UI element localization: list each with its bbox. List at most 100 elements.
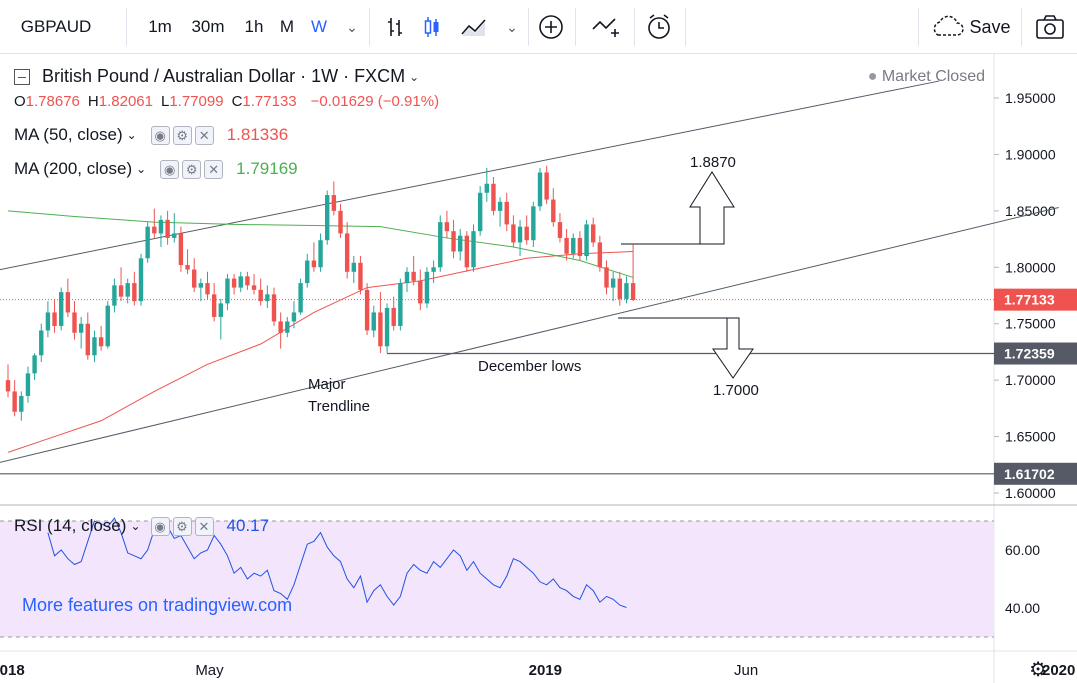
candle-body [591,224,596,243]
candle-body [464,235,470,268]
candle-body [338,210,343,234]
candle-body [584,224,589,256]
candle-body [358,262,363,290]
chevron-down-icon[interactable]: ⌄ [409,69,420,84]
close-icon[interactable]: ✕ [204,159,224,179]
gear-icon[interactable]: ⚙ [172,125,192,145]
camera-icon[interactable] [1030,0,1070,54]
collapse-icon[interactable] [14,68,30,85]
candle-body [185,265,190,270]
down-target-arrow [618,317,754,379]
cloud-icon[interactable] [926,0,968,54]
candle-body [125,283,130,297]
rsi-label: RSI (14, close) [14,516,127,535]
december-lows-label: December lows [478,358,581,375]
candle-body [198,283,204,288]
candle-body [271,294,277,322]
symbol-title: British Pound / Australian Dollar · 1W ·… [42,66,406,86]
chart-canvas[interactable]: 1.95000 1.90000 1.85000 1.80000 1.75000 1.700… [0,54,1077,683]
time-tick-label: 2020 [1042,662,1075,679]
interval-1m[interactable]: 1m [148,17,172,36]
gear-icon[interactable]: ⚙ [182,159,202,179]
candle-body [571,237,576,254]
high-value: 1.82061 [98,93,153,110]
bar-chart-icon[interactable] [378,0,412,54]
candle-body [577,237,583,256]
save-button[interactable]: Save [969,16,1011,37]
interval-30m[interactable]: 30m [191,17,225,36]
chevron-down-icon[interactable]: ⌄ [346,18,358,35]
toolbar-divider [685,8,686,46]
candle-body [145,226,150,259]
eye-icon[interactable]: ◉ [150,516,170,536]
candle-body [132,283,137,302]
gear-icon[interactable]: ⚙ [172,516,192,536]
toolbar-divider [918,8,919,46]
candle-body [458,235,463,252]
chevron-down-icon[interactable]: ⌄ [126,128,137,142]
candle-body [431,267,436,272]
change-value: −0.01629 (−0.91%) [310,93,440,110]
candle-body [251,285,257,290]
candle-body [444,222,450,232]
candle-body [78,323,84,333]
ma50-legend: MA (50, close) ⌄ ◉ ⚙ ✕ 1.81336 [14,125,288,145]
settings-gear-icon[interactable]: ⚙ [1029,659,1047,681]
candle-body [597,242,603,268]
close-value: 1.77133 [242,93,297,110]
price-tick-label: 1.85000 [1005,203,1056,219]
eye-icon[interactable]: ◉ [150,125,170,145]
down-target-label: 1.7000 [713,382,759,399]
close-icon[interactable]: ✕ [194,516,214,536]
candle-body [378,312,383,347]
ma200-value: 1.79169 [236,159,298,178]
symbol-search[interactable]: GBPAUD [20,17,92,36]
candle-body [311,260,317,268]
candle-body [371,312,376,331]
candle-body [418,280,423,304]
open-value: 1.78676 [25,93,80,110]
candle-body [504,201,509,225]
interval-week[interactable]: W [310,17,328,36]
price-tick-label: 1.95000 [1005,90,1056,106]
price-label-text: 1.72359 [1004,346,1055,362]
candle-body [165,219,170,238]
add-circle-icon[interactable] [534,0,568,54]
ma200-legend: MA (200, close) ⌄ ◉ ⚙ ✕ 1.79169 [14,159,298,179]
rsi-tick-label: 40.00 [1005,600,1040,616]
candles-icon[interactable] [415,0,449,54]
compare-icon[interactable] [585,0,629,54]
candle-body [19,395,24,412]
candle-body [59,292,64,326]
top-toolbar: GBPAUD 1m 30m 1h M W ⌄ ⌄ Save [0,0,1077,54]
candle-body [39,330,44,356]
market-status: ● Market Closed [868,68,985,86]
candle-body [351,262,356,272]
alert-clock-icon[interactable] [640,0,678,54]
candle-body [172,233,177,238]
interval-month[interactable]: M [279,17,295,36]
candle-body [517,226,523,243]
toolbar-divider [528,8,529,46]
promo-link[interactable]: More features on tradingview.com [22,595,293,615]
candle-body [404,271,410,284]
chevron-down-icon[interactable]: ⌄ [130,519,141,533]
price-label-box [994,342,1077,365]
candle-body [105,305,110,347]
close-label: C [231,93,243,110]
toolbar-divider [1021,8,1022,46]
symbol-legend: British Pound / Australian Dollar · 1W ·… [14,66,419,87]
major-trendline [0,206,1059,463]
status-dot-icon: ● [867,68,878,85]
chevron-down-icon[interactable]: ⌄ [136,162,147,176]
eye-icon[interactable]: ◉ [160,159,180,179]
candle-body [624,283,629,299]
area-chart-icon[interactable] [455,0,493,54]
candle-body [451,231,456,252]
interval-1h[interactable]: 1h [244,17,264,36]
candle-body [265,294,270,302]
close-icon[interactable]: ✕ [194,125,214,145]
time-tick-label: 2019 [529,662,562,679]
candle-body [178,233,184,266]
chevron-down-icon[interactable]: ⌄ [506,18,518,35]
